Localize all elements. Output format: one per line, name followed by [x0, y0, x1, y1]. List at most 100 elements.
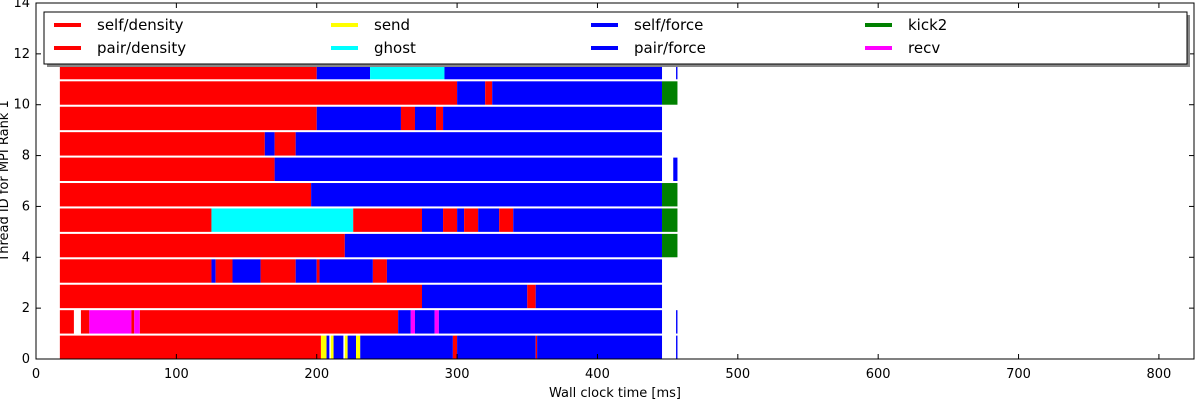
legend-item: send — [331, 16, 410, 34]
bar-segment-density — [139, 310, 399, 334]
bar-segment-send — [330, 335, 334, 359]
legend-label: kick2 — [908, 16, 947, 34]
bar-segment-density — [59, 208, 212, 232]
bar-segment-send — [320, 335, 327, 359]
bar-segment-density — [535, 335, 538, 359]
bar-segment-density — [464, 208, 479, 232]
y-tick-label: 12 — [13, 47, 30, 62]
bar-segment-force — [295, 259, 317, 283]
y-tick-label: 6 — [22, 199, 30, 214]
bar-segment-density — [372, 259, 387, 283]
legend-box — [43, 11, 1188, 65]
x-tick-label: 100 — [164, 367, 189, 382]
thread-row-7 — [59, 157, 678, 181]
legend-item: ghost — [331, 39, 416, 57]
x-axis-title: Wall clock time [ms] — [549, 386, 681, 400]
bar-segment-density — [59, 259, 212, 283]
bar-segment-density — [400, 106, 415, 131]
thread-row-2 — [59, 284, 663, 309]
bar-segment-density — [260, 259, 296, 283]
bars-layer — [59, 55, 678, 359]
thread-row-1 — [59, 310, 678, 334]
bar-segment-force — [422, 208, 444, 232]
bar-segment-density — [215, 259, 233, 283]
bar-segment-density — [499, 208, 514, 232]
bar-segment-kick2 — [662, 81, 678, 105]
legend-label: pair/density — [97, 39, 186, 57]
bar-segment-send — [356, 335, 361, 359]
thread-row-0 — [59, 335, 678, 359]
thread-row-6 — [59, 183, 678, 207]
plot-frame — [35, 2, 1195, 360]
thread-row-5 — [59, 208, 678, 232]
bar-segment-force — [676, 310, 678, 334]
bar-segment-force — [478, 208, 500, 232]
bar-segment-force — [326, 335, 330, 359]
bar-segment-density — [485, 81, 493, 105]
thread-row-3 — [59, 259, 663, 283]
bar-segment-force — [398, 310, 411, 334]
y-tick-label: 8 — [22, 149, 30, 164]
thread-row-10 — [59, 81, 678, 105]
bar-segment-density — [59, 335, 321, 359]
bar-segment-force — [274, 157, 663, 181]
bar-segment-kick2 — [662, 208, 678, 232]
legend: self/density pair/density send ghost self/fo… — [43, 11, 1190, 67]
bar-segment-force — [211, 259, 216, 283]
y-tick-label: 14 — [13, 0, 30, 11]
bar-segment-density — [59, 233, 345, 258]
ticks-layer: 0 100 200 300 400 500 600 700 800 0 2 4 6 8 10 12 14 — [13, 0, 1194, 382]
legend-label: recv — [908, 39, 940, 57]
bar-segment-force — [360, 335, 453, 359]
bar-segment-density — [316, 259, 320, 283]
bar-segment-force — [492, 81, 663, 105]
bar-segment-force — [676, 55, 678, 80]
x-tick-label: 200 — [304, 367, 329, 382]
legend-label: self/force — [634, 16, 703, 34]
bar-segment-force — [344, 233, 663, 258]
x-tick-label: 0 — [32, 367, 40, 382]
legend-item: pair/density — [54, 39, 186, 57]
bar-segment-density — [59, 81, 458, 105]
legend-label: self/density — [97, 16, 184, 34]
bar-segment-density — [452, 335, 458, 359]
bar-segment-force — [438, 310, 663, 334]
bar-segment-density — [59, 157, 275, 181]
bar-segment-density — [274, 132, 296, 156]
bar-segment-force — [232, 259, 261, 283]
bar-segment-density — [131, 310, 135, 334]
y-tick-label: 2 — [22, 301, 30, 316]
y-axis-title: Thread ID for MPI Rank 1 — [0, 100, 12, 262]
bar-segment-force — [513, 208, 663, 232]
bar-segment-force — [422, 284, 528, 309]
bar-segment-density — [436, 106, 444, 131]
bar-segment-recv — [434, 310, 439, 334]
bar-segment-force — [386, 259, 663, 283]
bar-segment-density — [59, 284, 422, 309]
bar-segment-send — [344, 335, 348, 359]
bar-segment-force — [414, 106, 437, 131]
x-tick-label: 400 — [585, 367, 610, 382]
bar-segment-force — [347, 335, 357, 359]
bar-segment-force — [319, 259, 373, 283]
bar-segment-density — [353, 208, 422, 232]
thread-row-9 — [59, 106, 663, 131]
legend-label: send — [374, 16, 410, 34]
bar-segment-density — [59, 132, 265, 156]
bar-segment-force — [316, 106, 401, 131]
bar-segment-recv — [89, 310, 132, 334]
legend-item: recv — [865, 39, 940, 57]
bar-segment-force — [264, 132, 275, 156]
legend-item: kick2 — [865, 16, 947, 34]
bar-segment-density — [59, 310, 74, 334]
bar-segment-density — [443, 208, 458, 232]
bar-segment-force — [535, 284, 663, 309]
bar-segment-force — [443, 106, 663, 131]
bar-segment-force — [537, 335, 663, 359]
bar-segment-force — [457, 81, 486, 105]
legend-item: pair/force — [591, 39, 706, 57]
bar-segment-force — [295, 132, 663, 156]
bar-segment-kick2 — [662, 183, 678, 207]
bar-segment-force — [673, 157, 678, 181]
y-tick-label: 0 — [22, 352, 30, 367]
